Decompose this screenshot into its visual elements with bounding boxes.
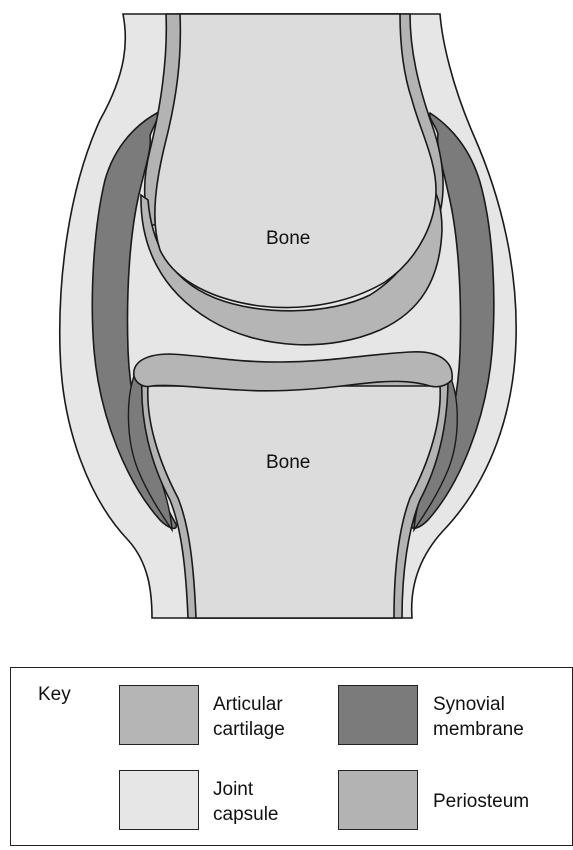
key-label-articular-cartilage: Articular cartilage [213,694,285,740]
articular-cartilage-swatch [119,685,199,745]
upper-articular-cartilage [140,183,443,346]
synovial-membrane-left [91,111,178,530]
key-panel [10,667,573,846]
upper-bone [154,13,437,309]
synovial-membrane-swatch [338,685,418,745]
upper-bone-label: Bone [266,228,310,249]
lower-bone-label: Bone [266,452,310,473]
key-label-synovial-membrane: Synovial membrane [433,694,524,740]
lower-articular-cartilage [133,351,453,392]
joint-capsule-swatch [119,770,199,830]
key-label-periosteum: Periosteum [433,791,530,812]
periosteum-swatch [338,770,418,830]
key-label-joint-capsule: Joint capsule [213,779,279,825]
lower-bone [146,385,442,619]
key-title: Key [38,684,71,705]
